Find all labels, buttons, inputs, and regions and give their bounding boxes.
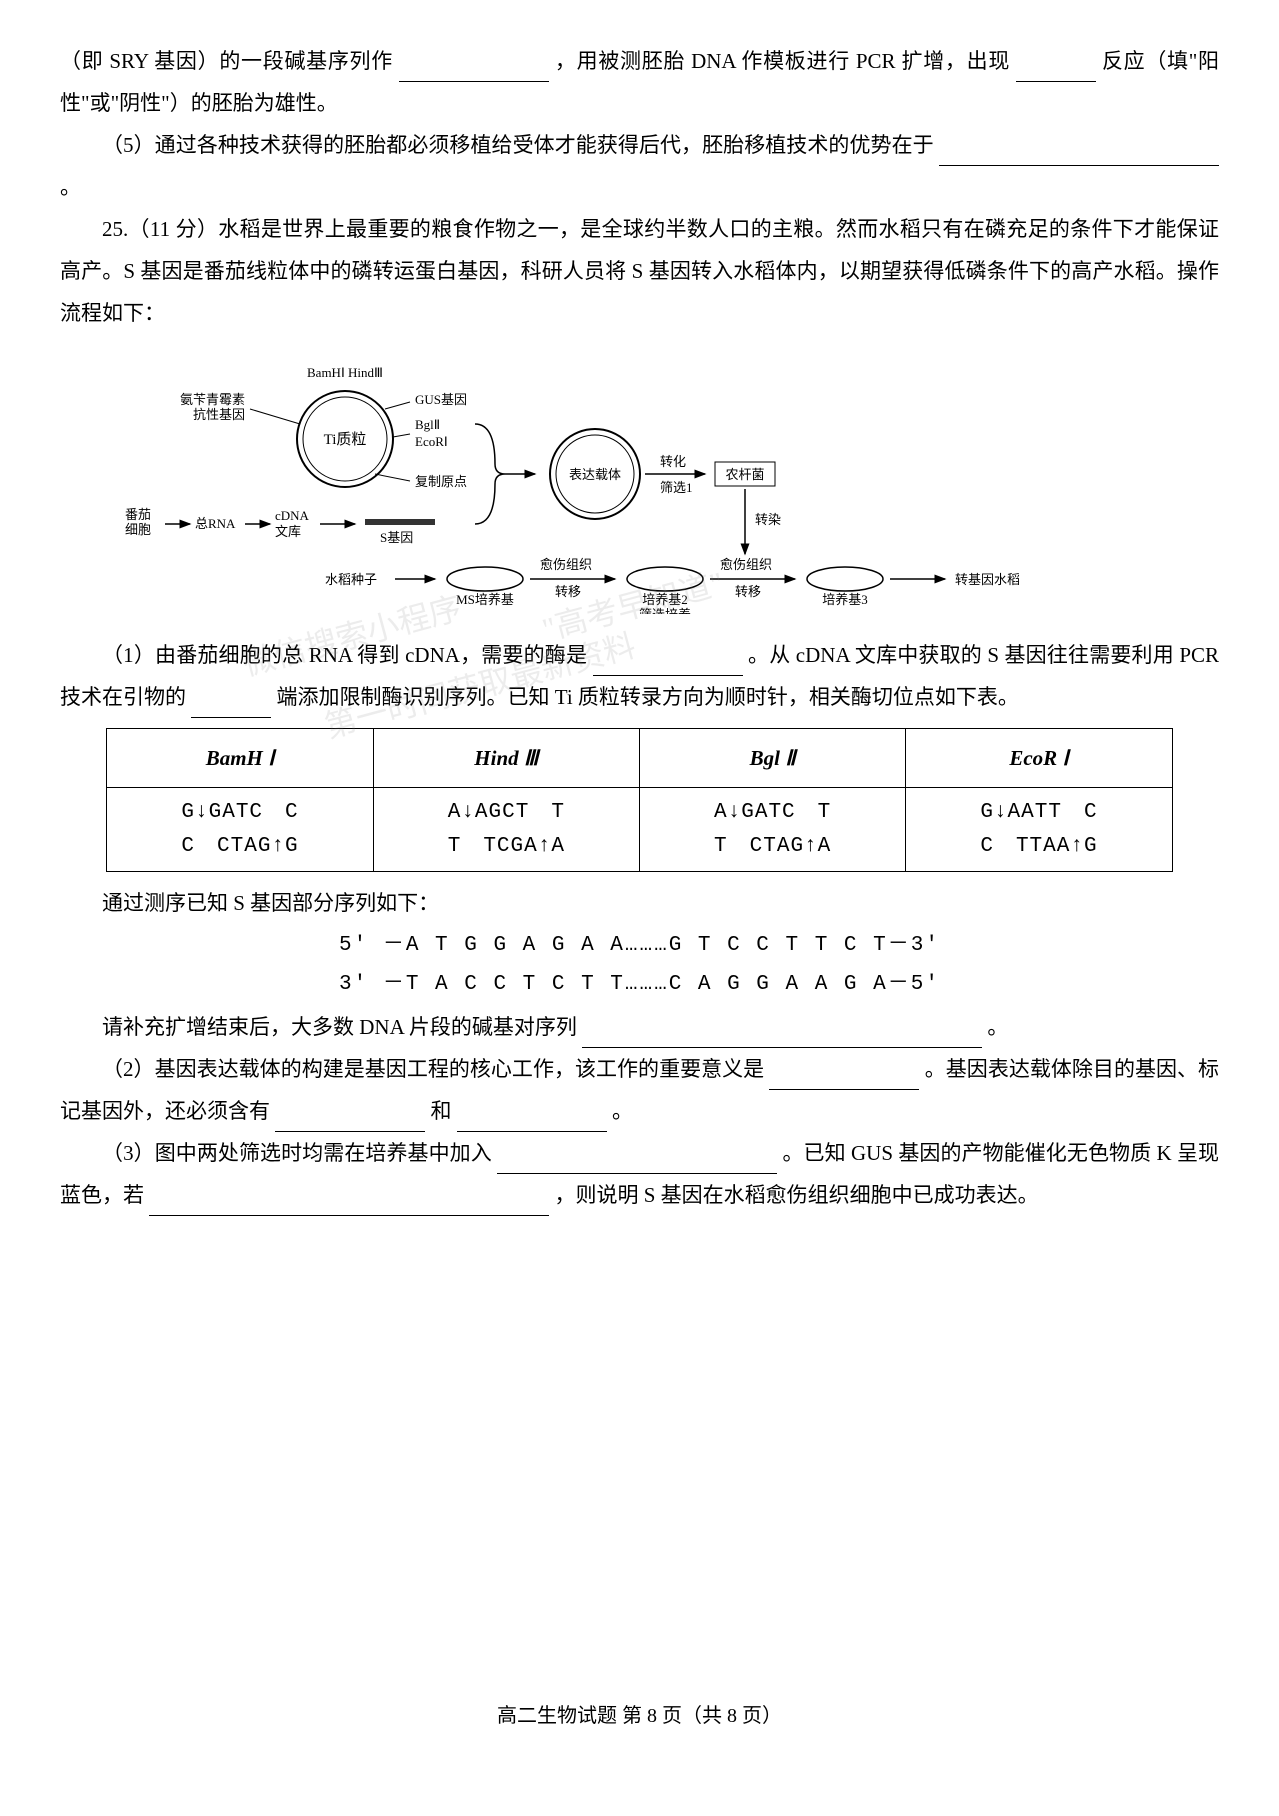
svg-text:细胞: 细胞 [125, 522, 151, 537]
paragraph-sry: （即 SRY 基因）的一段碱基序列作 ，用被测胚胎 DNA 作模板进行 PCR … [60, 40, 1219, 124]
text-p1a: （即 SRY 基因）的一段碱基序列作 [60, 49, 393, 73]
blank-3 [939, 141, 1219, 166]
blank-7 [769, 1065, 919, 1090]
blank-9 [457, 1107, 607, 1132]
text-p2b: 。 [60, 175, 81, 199]
svg-text:转移: 转移 [735, 584, 761, 599]
question-25-intro: 25.（11 分）水稻是世界上最重要的粮食作物之一，是全球约半数人口的主粮。然而… [60, 208, 1219, 334]
diagram-svg: Ti质粒 BamHⅠ HindⅢ 氨苄青霉素 抗性基因 GUS基因 BglⅡ E… [115, 364, 1165, 614]
text-seq-intro: 通过测序已知 S 基因部分序列如下： [102, 891, 439, 915]
text-q25-3c: ，则说明 S 基因在水稻愈伤组织细胞中已成功表达。 [555, 1183, 1039, 1207]
svg-text:文库: 文库 [275, 524, 301, 539]
ecor-label: EcoRⅠ [415, 434, 448, 449]
medium2-label: 培养基2 [642, 592, 688, 607]
transform-label: 转化 [660, 454, 686, 469]
ms-label: MS培养基 [456, 592, 514, 607]
svg-text:抗性基因: 抗性基因 [192, 407, 244, 422]
cell: A↓GATC TT CTAG↑A [639, 788, 905, 872]
bgl-label: BglⅡ [415, 417, 440, 432]
callus2-label: 愈伤组织 [720, 557, 772, 572]
blank-5 [191, 693, 271, 718]
text-q25-2a: （2）基因表达载体的构建是基因工程的核心工作，该工作的重要意义是 [102, 1057, 764, 1081]
table-header-row: BamH Ⅰ Hind Ⅲ Bgl Ⅱ EcoR Ⅰ [107, 729, 1172, 788]
question-25-2: （2）基因表达载体的构建是基因工程的核心工作，该工作的重要意义是 。基因表达载体… [60, 1048, 1219, 1132]
th-3: EcoR Ⅰ [906, 729, 1172, 788]
medium3-label: 培养基3 [822, 592, 868, 607]
amp-label: 氨苄青霉素 [179, 392, 244, 407]
text-q25-3a: （3）图中两处筛选时均需在培养基中加入 [102, 1141, 492, 1165]
vector-label: 表达载体 [568, 467, 620, 482]
gus-label: GUS基因 [415, 392, 467, 407]
svg-text:转移: 转移 [555, 584, 581, 599]
sequence-2: 3′ －T A C C T C T T………C A G G A A G A－5′ [60, 968, 1219, 1002]
blank-6 [582, 1023, 982, 1048]
th-2: Bgl Ⅱ [639, 729, 905, 788]
paragraph-5: （5）通过各种技术获得的胚胎都必须移植给受体才能获得后代，胚胎移植技术的优势在于… [60, 124, 1219, 208]
text-q25-1c: 端添加限制酶识别序列。已知 Ti 质粒转录方向为顺时针，相关酶切位点如下表。 [277, 685, 1019, 709]
text-q25-1e: 。 [987, 1015, 1008, 1039]
tomato-label: 番茄 [125, 507, 151, 522]
ori-label: 复制原点 [415, 474, 467, 489]
ti-label: Ti质粒 [323, 431, 366, 448]
callus-label: 愈伤组织 [540, 557, 592, 572]
rice-seed-label: 水稻种子 [325, 572, 377, 587]
transgenic-label: 转基因水稻 [955, 572, 1020, 587]
th-1: Hind Ⅲ [373, 729, 639, 788]
blank-10 [497, 1149, 777, 1174]
text-q25-2c: 和 [431, 1099, 452, 1123]
cdna-label: cDNA [275, 508, 310, 523]
text-q25-1a: （1）由番茄细胞的总 RNA 得到 cDNA，需要的酶是 [102, 643, 587, 667]
sgene-label: S基因 [380, 530, 413, 545]
cell: G↓GATC CC CTAG↑G [107, 788, 373, 872]
flow-diagram: Ti质粒 BamHⅠ HindⅢ 氨苄青霉素 抗性基因 GUS基因 BglⅡ E… [60, 354, 1219, 614]
question-25-1: （1）由番茄细胞的总 RNA 得到 cDNA，需要的酶是 。从 cDNA 文库中… [60, 634, 1219, 718]
th-0: BamH Ⅰ [107, 729, 373, 788]
blank-2 [1016, 57, 1096, 82]
question-25-3: （3）图中两处筛选时均需在培养基中加入 。已知 GUS 基因的产物能催化无色物质… [60, 1132, 1219, 1216]
cell: A↓AGCT TT TCGA↑A [373, 788, 639, 872]
text-q25-1d: 请补充扩增结束后，大多数 DNA 片段的碱基对序列 [102, 1015, 577, 1039]
svg-text:筛选培养: 筛选培养 [638, 607, 690, 614]
bamh-label: BamHⅠ HindⅢ [307, 365, 383, 380]
seq-intro: 通过测序已知 S 基因部分序列如下： [60, 882, 1219, 924]
blank-11 [149, 1191, 549, 1216]
question-25-1d: 请补充扩增结束后，大多数 DNA 片段的碱基对序列 。 [60, 1006, 1219, 1048]
rna-label: 总RNA [195, 516, 236, 531]
enzyme-table: BamH Ⅰ Hind Ⅲ Bgl Ⅱ EcoR Ⅰ G↓GATC CC CTA… [106, 728, 1172, 872]
blank-1 [399, 57, 549, 82]
text-p1b: ，用被测胚胎 DNA 作模板进行 PCR 扩增，出现 [555, 49, 1010, 73]
agro-label: 农杆菌 [725, 467, 764, 482]
table-row: G↓GATC CC CTAG↑G A↓AGCT TT TCGA↑A A↓GATC… [107, 788, 1172, 872]
text-p2a: （5）通过各种技术获得的胚胎都必须移植给受体才能获得后代，胚胎移植技术的优势在于 [102, 133, 934, 157]
svg-text:筛选1: 筛选1 [660, 480, 693, 495]
blank-8 [275, 1107, 425, 1132]
sequence-1: 5′ －A T G G A G A A………G T C C T T C T－3′ [60, 929, 1219, 963]
infect-label: 转染 [755, 512, 781, 527]
text-q25-2d: 。 [612, 1099, 633, 1123]
text-q25: 25.（11 分）水稻是世界上最重要的粮食作物之一，是全球约半数人口的主粮。然而… [60, 217, 1219, 325]
cell: G↓AATT CC TTAA↑G [906, 788, 1172, 872]
blank-4 [593, 651, 743, 676]
page-footer: 高二生物试题 第 8 页（共 8 页） [60, 1696, 1219, 1736]
